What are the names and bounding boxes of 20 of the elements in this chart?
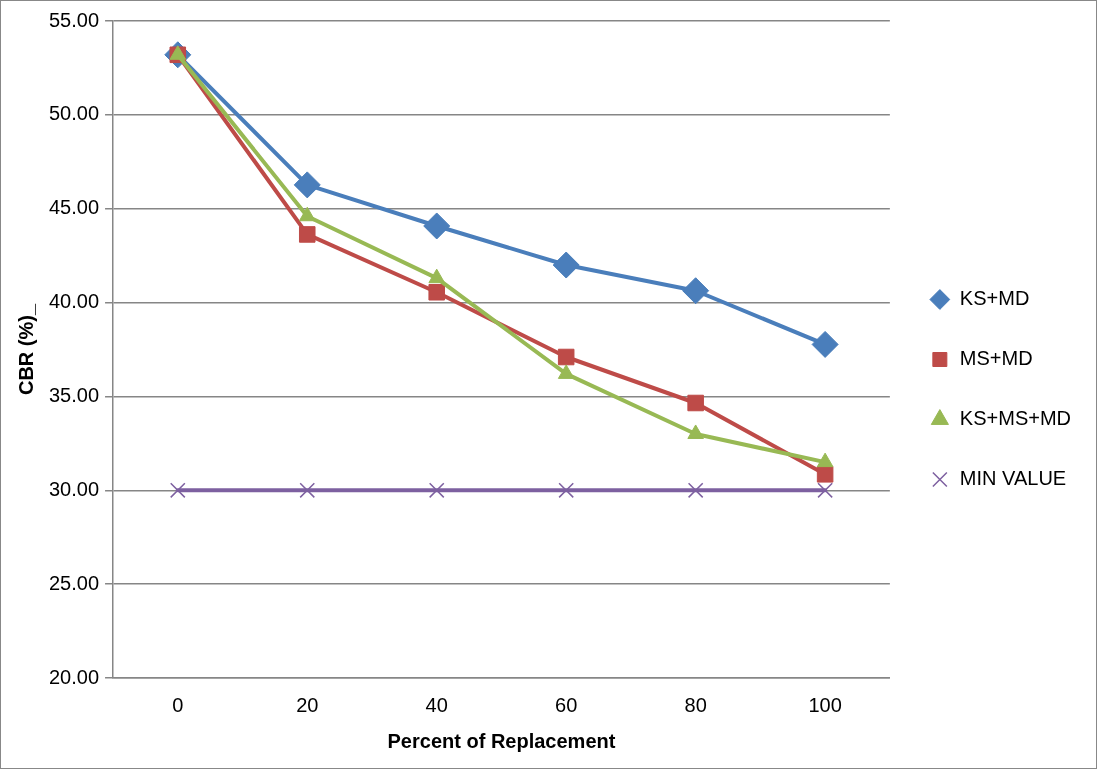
x-axis-title: Percent of Replacement: [387, 729, 616, 752]
legend-label: MS+MD: [959, 347, 1033, 370]
x-tick-label: 100: [808, 693, 842, 716]
y-axis-title: CBR (%)_: [14, 303, 37, 396]
y-tick-label: 40.00: [48, 290, 100, 313]
y-tick-label: 50.00: [48, 102, 100, 125]
x-tick-label: 80: [684, 693, 707, 716]
x-tick-label: 20: [296, 693, 319, 716]
y-tick-label: 25.00: [48, 571, 100, 594]
y-tick-label: 20.00: [48, 665, 100, 688]
legend-label: KS+MS+MD: [959, 407, 1072, 430]
y-tick-label: 35.00: [48, 383, 100, 406]
legend-label: KS+MD: [959, 287, 1030, 310]
y-tick-label: 45.00: [48, 196, 100, 219]
x-tick-label: 60: [555, 693, 578, 716]
legend-label: MIN VALUE: [959, 467, 1067, 490]
x-tick-label: 0: [172, 693, 184, 716]
x-tick-label: 40: [425, 693, 448, 716]
y-tick-label: 55.00: [48, 8, 100, 31]
y-tick-label: 30.00: [48, 477, 100, 500]
